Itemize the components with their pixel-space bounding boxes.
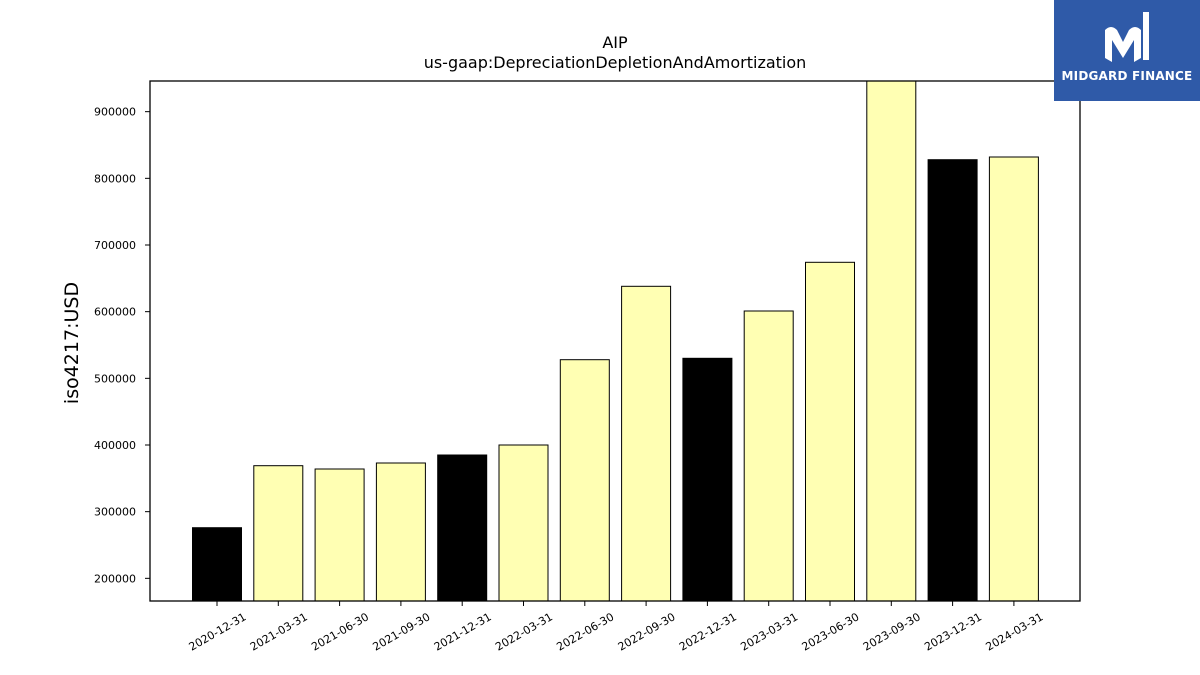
plot-frame (149, 80, 1081, 602)
x-tick-label: 2021-09-30 (371, 610, 433, 653)
bar-2021-09-30 (375, 462, 426, 602)
x-tick-label: 2023-03-31 (738, 610, 800, 653)
y-axis-label: iso4217:USD (61, 282, 83, 404)
x-tick-label: 2021-03-31 (248, 610, 310, 653)
x-tick-label: 2023-12-31 (922, 610, 984, 653)
y-tick-label: 300000 (94, 506, 136, 519)
x-tick-label: 2022-03-31 (493, 610, 555, 653)
y-ticks-group: 200000 300000 400000 500000 600000 700000 8000… (94, 106, 150, 585)
x-tick-label: 2024-03-31 (984, 610, 1046, 653)
y-tick-label: 800000 (94, 172, 136, 185)
bar-2021-03-31 (253, 465, 304, 602)
x-tick-label: 2020-12-31 (187, 610, 249, 653)
chart-subtitle: us-gaap:DepreciationDepletionAndAmortiza… (424, 53, 807, 72)
y-tick-label: 400000 (94, 439, 136, 452)
bar-2023-12-31 (927, 159, 978, 602)
y-tick-label: 600000 (94, 306, 136, 319)
y-tick-label: 200000 (94, 572, 136, 585)
bar-2022-12-31 (682, 357, 733, 602)
bar-2020-12-31 (192, 527, 242, 602)
x-tick-label: 2023-06-30 (800, 610, 862, 653)
y-tick-label: 900000 (94, 106, 136, 119)
midgard-m-logo-icon (1105, 12, 1149, 62)
x-tick-label: 2021-12-31 (432, 610, 494, 653)
x-tick-label: 2021-06-30 (309, 610, 371, 653)
bar-2023-03-31 (743, 310, 794, 602)
bar-2021-12-31 (437, 454, 488, 602)
y-tick-label: 700000 (94, 239, 136, 252)
x-tick-label: 2022-06-30 (554, 610, 616, 653)
x-tick-label: 2022-12-31 (677, 610, 739, 653)
bar-2022-03-31 (498, 444, 549, 602)
bar-2021-06-30 (314, 468, 365, 602)
bar-2022-06-30 (559, 359, 610, 602)
x-tick-label: 2023-09-30 (861, 610, 923, 653)
x-tick-label: 2022-09-30 (616, 610, 678, 653)
bars-group (192, 80, 1039, 602)
y-tick-label: 500000 (94, 372, 136, 385)
chart-title: AIP (602, 33, 628, 52)
bar-2024-03-31 (988, 156, 1039, 602)
brand-logo: MIDGARD FINANCE (1054, 0, 1200, 101)
bar-2022-09-30 (621, 285, 672, 602)
bar-2023-06-30 (805, 261, 855, 602)
bar-2023-09-30 (866, 80, 917, 602)
logo-text: MIDGARD FINANCE (1061, 69, 1193, 83)
x-ticks-group: 2020-12-31 2021-03-31 2021-06-30 2021-09-30… (187, 601, 1046, 654)
